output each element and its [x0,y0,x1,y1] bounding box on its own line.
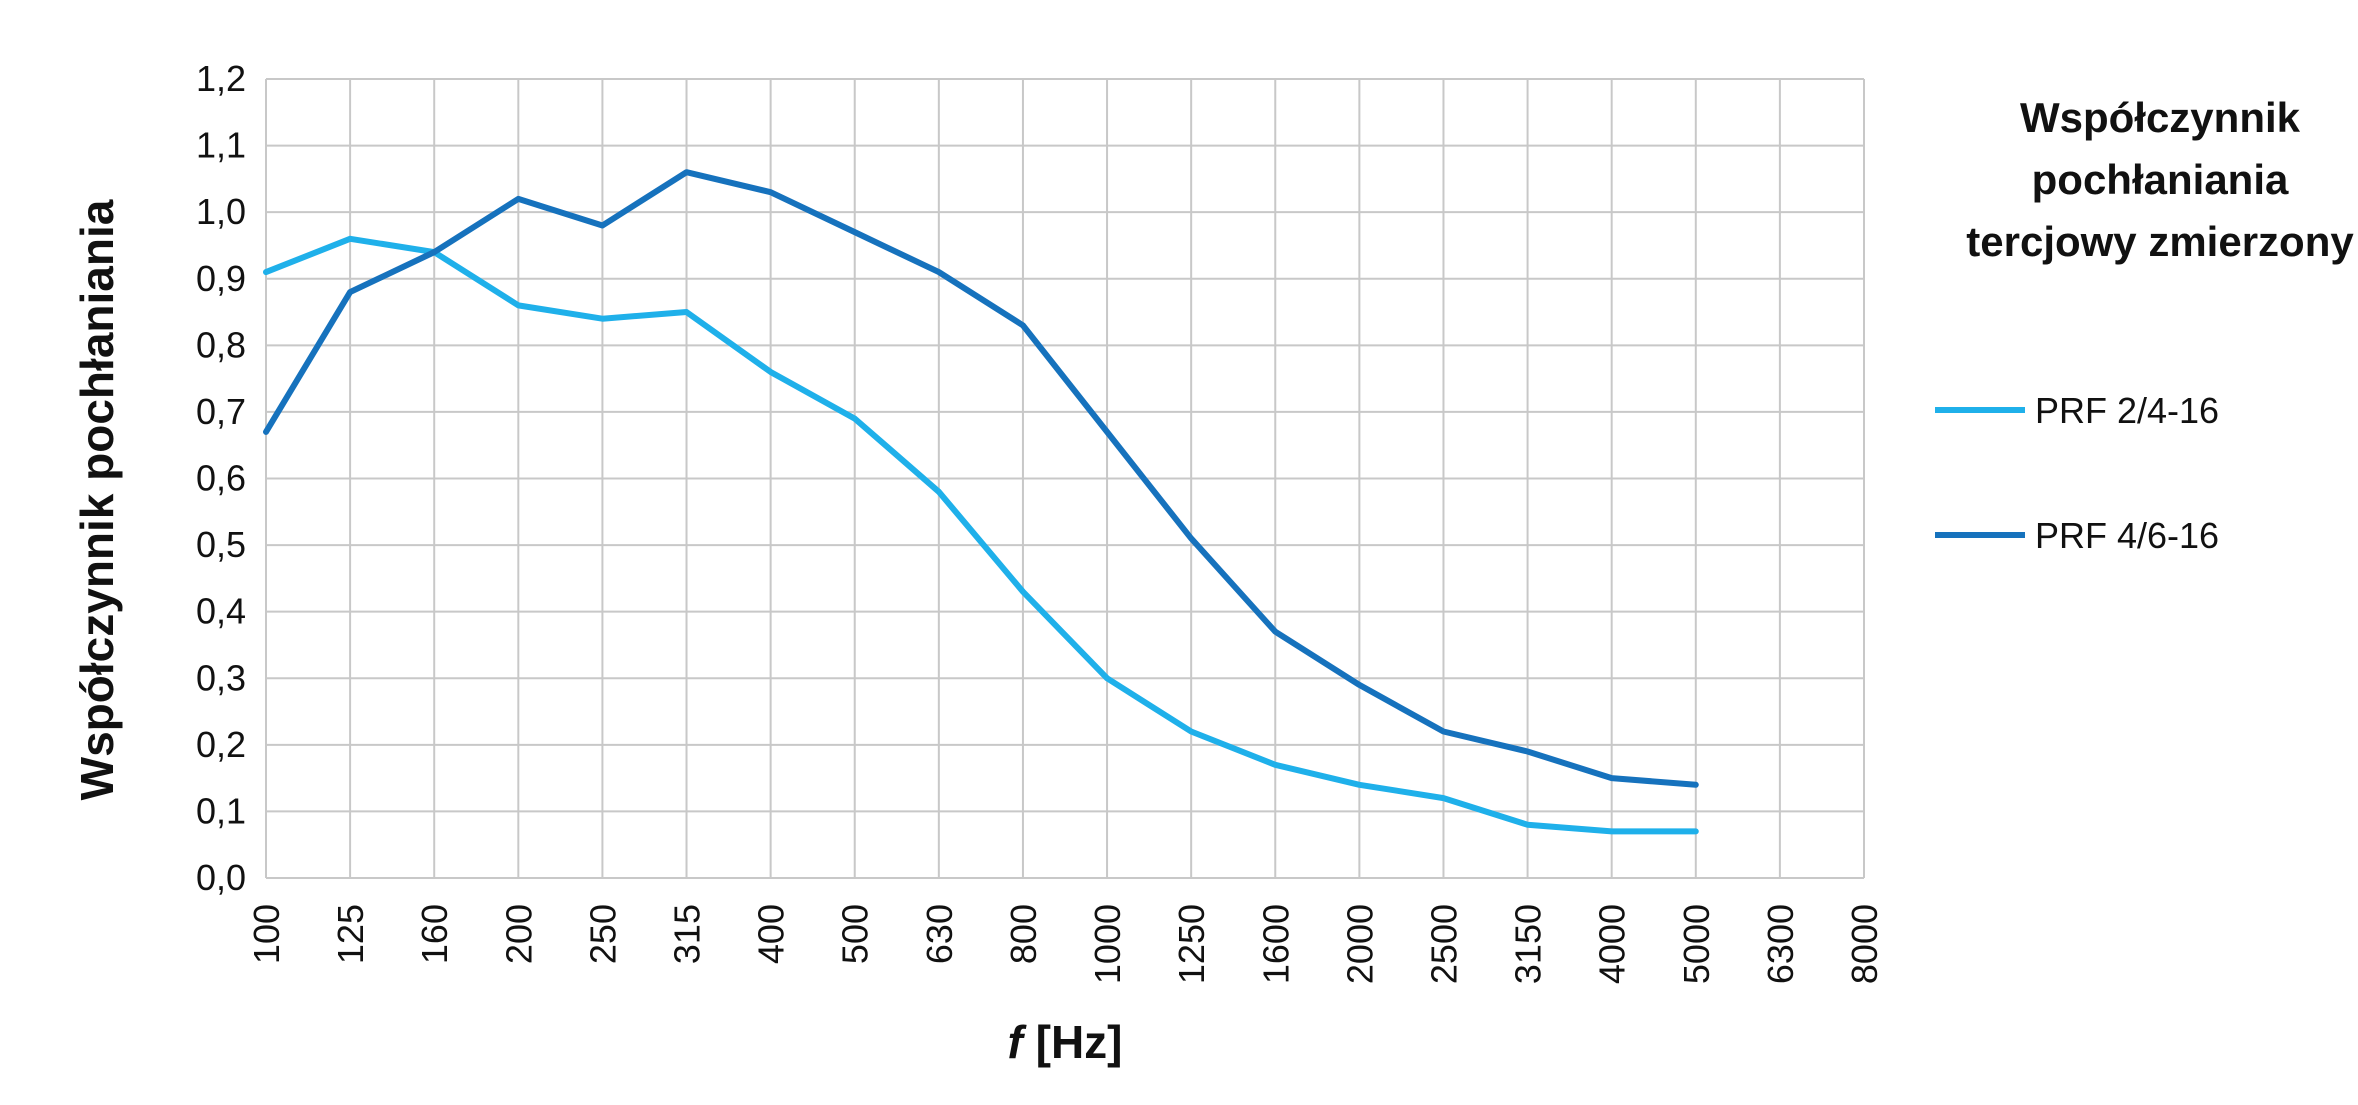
x-tick-labels: 100 125 160 200 250 315 400 500 630 800 1000 1250 16… [246,904,1885,984]
y-tick-labels: 0,0 0,1 0,2 0,3 0,4 0,5 0,6 0,7 0,8 0,9 1,0 1,1 1,2 [196,58,246,898]
x-tick-label: 1600 [1255,904,1296,984]
grid [265,78,1865,879]
legend-title-line-1: Współczynnik [2020,94,2301,141]
x-tick-label: 125 [330,904,371,964]
legend-label-1: PRF 2/4-16 [2035,390,2219,431]
y-tick-label: 1,1 [196,125,246,166]
series-line-2 [263,169,1699,788]
x-tick-label: 6300 [1760,904,1801,984]
series-line-1 [263,235,1699,835]
y-tick-label: 0,7 [196,391,246,432]
y-axis-title: Współczynnik pochłaniania [71,199,123,800]
y-tick-label: 0,0 [196,857,246,898]
x-axis-title: f [Hz] [1008,1016,1123,1068]
x-tick-label: 2000 [1339,904,1380,984]
x-tick-label: 1000 [1087,904,1128,984]
x-tick-label: 160 [414,904,455,964]
y-tick-label: 0,8 [196,324,246,365]
series-lines [263,169,1699,835]
x-tick-label: 1250 [1171,904,1212,984]
x-tick-label: 4000 [1592,904,1633,984]
x-tick-label: 800 [1003,904,1044,964]
legend: Współczynnik pochłaniania tercjowy zmier… [1935,94,2354,556]
x-tick-label: 200 [498,904,539,964]
x-tick-label: 5000 [1676,904,1717,984]
x-tick-label: 315 [667,904,708,964]
x-tick-label: 500 [835,904,876,964]
y-tick-label: 1,0 [196,191,246,232]
y-tick-label: 0,1 [196,790,246,831]
x-tick-label: 100 [246,904,287,964]
y-tick-label: 0,6 [196,458,246,499]
y-tick-label: 0,3 [196,657,246,698]
y-tick-label: 1,2 [196,58,246,99]
x-tick-label: 3150 [1508,904,1549,984]
y-tick-label: 0,4 [196,591,246,632]
x-tick-label: 2500 [1423,904,1464,984]
x-axis-title-variable: f [1008,1016,1028,1068]
x-tick-label: 400 [751,904,792,964]
x-axis-title-unit: [Hz] [1023,1016,1123,1068]
y-tick-label: 0,5 [196,524,246,565]
legend-label-2: PRF 4/6-16 [2035,515,2219,556]
x-tick-label: 8000 [1844,904,1885,984]
y-tick-label: 0,2 [196,724,246,765]
legend-title-line-2: pochłaniania [2032,156,2289,203]
legend-title-line-3: tercjowy zmierzony [1966,218,2354,265]
legend-entries: PRF 2/4-16 PRF 4/6-16 [1935,390,2219,556]
x-tick-label: 630 [919,904,960,964]
x-tick-label: 250 [582,904,623,964]
y-tick-label: 0,9 [196,258,246,299]
